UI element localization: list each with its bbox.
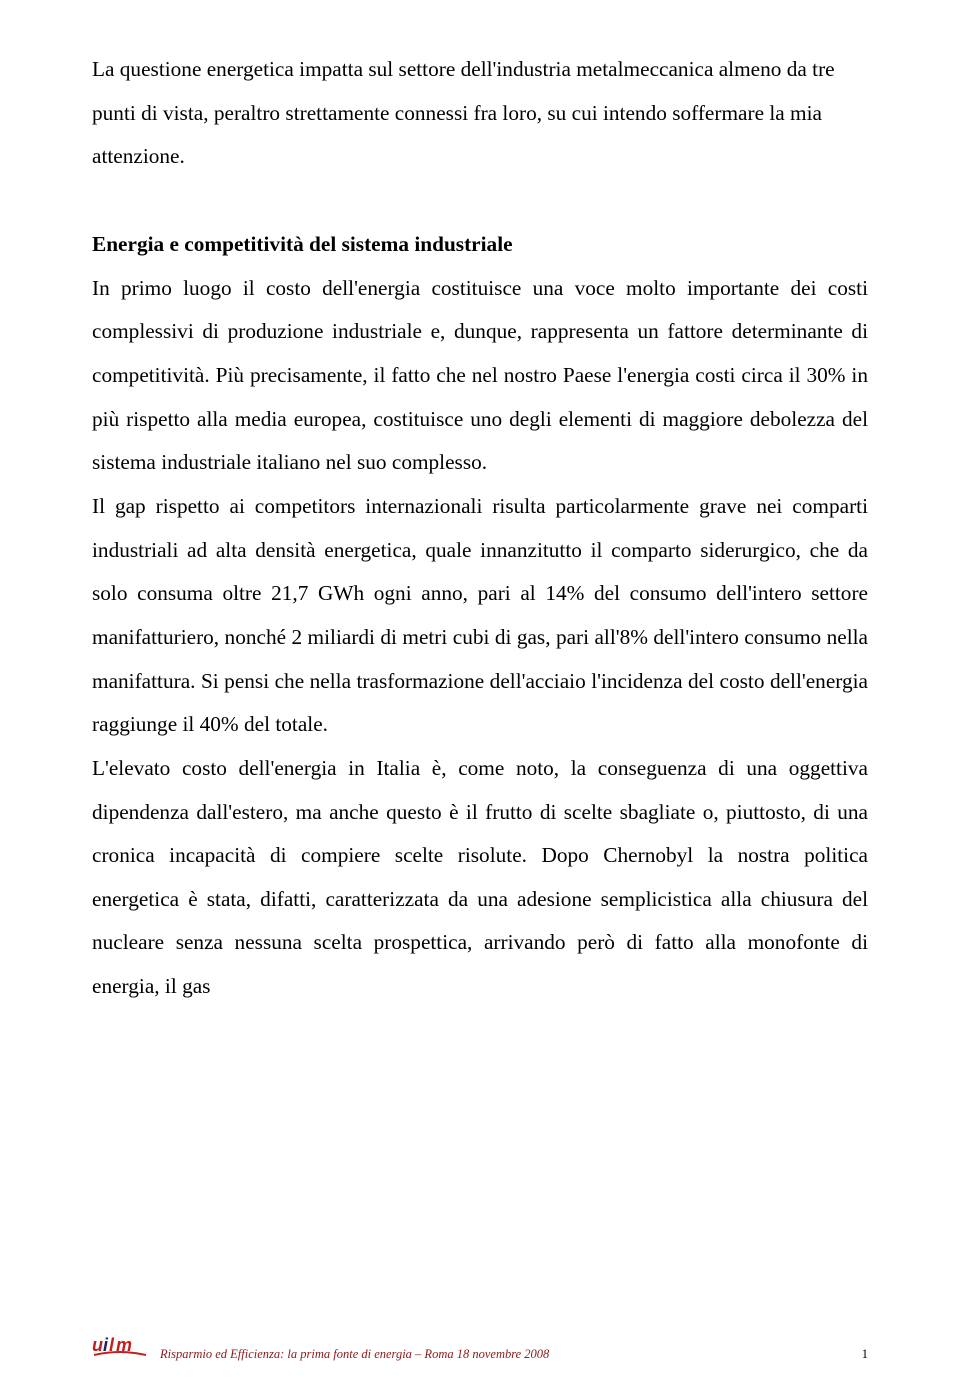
document-body: La questione energetica impatta sul sett… <box>92 48 868 1009</box>
page-footer: u i l m Risparmio ed Efficienza: la prim… <box>0 1324 960 1364</box>
footer-left: u i l m Risparmio ed Efficienza: la prim… <box>92 1331 549 1364</box>
section-heading: Energia e competitività del sistema indu… <box>92 223 868 267</box>
intro-paragraph: La questione energetica impatta sul sett… <box>92 48 868 179</box>
svg-text:u: u <box>92 1335 103 1355</box>
footer-caption: Risparmio ed Efficienza: la prima fonte … <box>160 1347 549 1364</box>
uilm-logo-icon: u i l m <box>92 1331 148 1364</box>
body-paragraph: In primo luogo il costo dell'energia cos… <box>92 267 868 1009</box>
page-number: 1 <box>862 1347 868 1364</box>
